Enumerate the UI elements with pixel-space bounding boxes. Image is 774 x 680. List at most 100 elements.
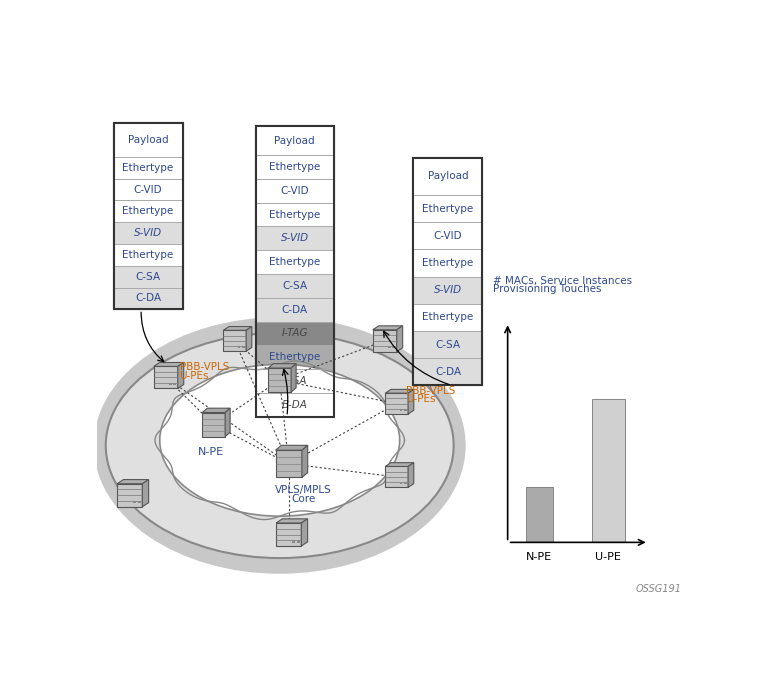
Bar: [255, 155, 334, 179]
Bar: [388, 347, 391, 348]
Text: C-DA: C-DA: [135, 294, 161, 303]
Bar: [385, 466, 408, 488]
Polygon shape: [246, 326, 252, 352]
Bar: [255, 226, 334, 250]
Bar: [413, 158, 482, 195]
Bar: [255, 369, 334, 393]
Ellipse shape: [159, 364, 399, 516]
Bar: [276, 523, 301, 546]
Text: PBB-VPLS: PBB-VPLS: [406, 386, 455, 396]
Bar: [292, 541, 295, 543]
Text: C-VID: C-VID: [280, 186, 309, 196]
Text: C-VID: C-VID: [433, 231, 462, 241]
Bar: [154, 367, 178, 388]
Text: # MACs, Service Instances: # MACs, Service Instances: [493, 275, 632, 286]
Polygon shape: [408, 462, 414, 488]
Bar: [255, 322, 334, 345]
Ellipse shape: [106, 333, 454, 558]
Bar: [413, 158, 482, 386]
Bar: [413, 158, 482, 386]
Bar: [373, 330, 396, 352]
Polygon shape: [142, 479, 149, 507]
Bar: [114, 244, 183, 266]
Text: Ethertype: Ethertype: [269, 257, 320, 267]
Text: PBB-VPLS: PBB-VPLS: [180, 362, 229, 372]
Bar: [255, 126, 334, 155]
Text: B-DA: B-DA: [282, 400, 307, 410]
Bar: [413, 358, 482, 386]
Bar: [404, 409, 406, 411]
Text: C-SA: C-SA: [283, 281, 307, 291]
Polygon shape: [276, 519, 307, 523]
Bar: [276, 450, 302, 477]
Bar: [114, 124, 183, 309]
Polygon shape: [397, 326, 402, 352]
Bar: [413, 250, 482, 277]
Text: S-VID: S-VID: [281, 233, 309, 243]
Text: Payload: Payload: [428, 171, 468, 182]
Text: S-VID: S-VID: [134, 228, 162, 238]
Bar: [238, 346, 241, 348]
Text: Ethertype: Ethertype: [269, 209, 320, 220]
Bar: [133, 501, 136, 503]
Text: Ethertype: Ethertype: [423, 204, 474, 214]
Bar: [117, 483, 142, 507]
Polygon shape: [291, 364, 296, 392]
Text: Payload: Payload: [128, 135, 169, 146]
Bar: [269, 368, 291, 392]
Bar: [296, 541, 300, 543]
Text: B-SA: B-SA: [283, 376, 307, 386]
Bar: [413, 222, 482, 250]
Polygon shape: [385, 390, 414, 393]
Bar: [114, 179, 183, 201]
Bar: [114, 124, 183, 157]
Text: I-TAG: I-TAG: [282, 328, 308, 339]
Polygon shape: [269, 364, 296, 368]
Text: Payload: Payload: [275, 135, 315, 146]
Bar: [255, 274, 334, 298]
Text: Provisioning Touches: Provisioning Touches: [493, 284, 601, 294]
Text: C-SA: C-SA: [436, 339, 461, 350]
Text: C-DA: C-DA: [435, 367, 461, 377]
Polygon shape: [154, 362, 183, 367]
Polygon shape: [302, 445, 308, 477]
Bar: [255, 298, 334, 322]
Bar: [242, 346, 245, 348]
Bar: [385, 393, 408, 414]
Text: Ethertype: Ethertype: [269, 352, 320, 362]
Bar: [404, 483, 406, 484]
Polygon shape: [225, 408, 230, 437]
Text: U-PEs: U-PEs: [406, 394, 435, 405]
Bar: [392, 347, 396, 348]
Text: VPLS/MPLS: VPLS/MPLS: [276, 485, 332, 495]
Bar: [591, 399, 625, 543]
Polygon shape: [408, 390, 414, 414]
Bar: [255, 250, 334, 274]
Polygon shape: [301, 519, 307, 546]
Bar: [399, 409, 402, 411]
Bar: [114, 222, 183, 244]
Text: N-PE: N-PE: [197, 447, 224, 456]
Bar: [169, 384, 172, 385]
Polygon shape: [202, 408, 230, 413]
Polygon shape: [385, 462, 414, 466]
Text: Ethertype: Ethertype: [269, 162, 320, 172]
Bar: [255, 203, 334, 226]
Text: C-VID: C-VID: [134, 184, 163, 194]
Polygon shape: [373, 326, 402, 330]
Bar: [255, 393, 334, 417]
Text: S-VID: S-VID: [434, 285, 462, 295]
Text: Core: Core: [292, 494, 316, 504]
Bar: [255, 345, 334, 369]
Bar: [114, 288, 183, 309]
Bar: [413, 195, 482, 222]
Text: N-PE: N-PE: [526, 551, 552, 562]
Text: Ethertype: Ethertype: [122, 207, 173, 216]
Bar: [413, 277, 482, 304]
Text: Ethertype: Ethertype: [423, 258, 474, 268]
Text: Ethertype: Ethertype: [122, 163, 173, 173]
Polygon shape: [117, 479, 149, 483]
Bar: [255, 126, 334, 417]
Bar: [202, 413, 225, 437]
Bar: [413, 331, 482, 358]
